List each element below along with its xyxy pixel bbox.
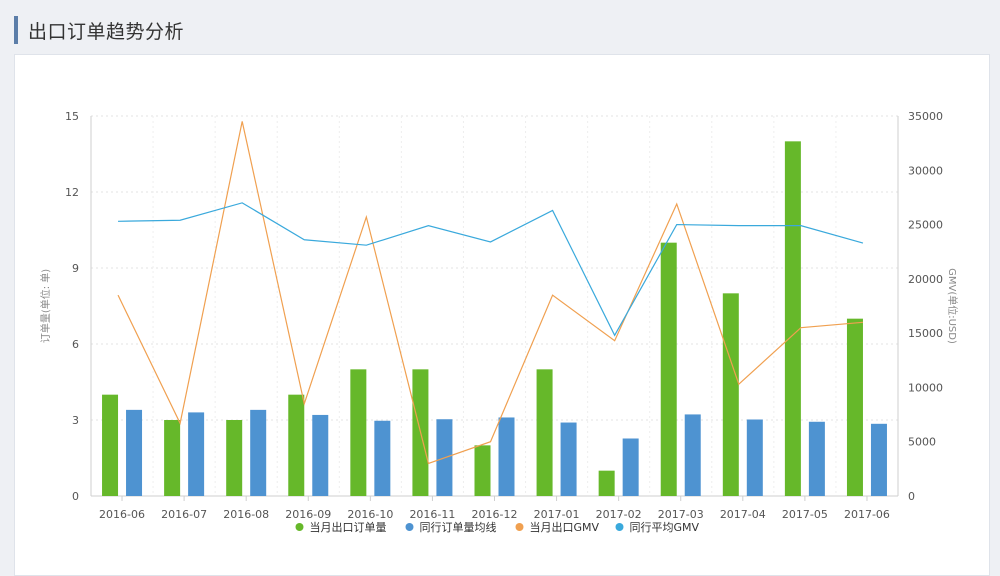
y-tick-right-7: 35000: [908, 110, 943, 123]
y-tick-right-4: 20000: [908, 273, 943, 286]
y-axis-right-title: GMV(单位:USD): [946, 268, 959, 344]
page-title: 出口订单趋势分析: [28, 20, 185, 43]
bar-series1-2: [250, 409, 267, 496]
bar-series1-0: [126, 409, 143, 496]
bar-series1-1: [188, 412, 205, 496]
y-tick-left-1: 3: [72, 414, 79, 427]
line-series0: [117, 121, 864, 465]
y-tick-right-1: 5000: [908, 436, 936, 449]
bar-series0-3: [288, 394, 305, 496]
chart-svg: 0 3 6 9 12 15 0 5000 10000 15000 20000 25000 30000 35…: [39, 110, 959, 534]
x-tick-label-3: 2016-09: [285, 508, 331, 521]
x-tick-label-5: 2016-11: [409, 508, 455, 521]
x-tick-label-4: 2016-10: [347, 508, 393, 521]
y-tick-left-2: 6: [72, 338, 79, 351]
x-tick-label-10: 2017-04: [720, 508, 766, 521]
x-tick-label-9: 2017-03: [658, 508, 704, 521]
y-tick-left-4: 12: [65, 186, 79, 199]
x-tick-label-2: 2016-08: [223, 508, 269, 521]
bar-series0-11: [784, 141, 801, 496]
y-tick-right-2: 10000: [908, 381, 943, 394]
bar-series0-9: [660, 242, 677, 496]
x-tick-label-0: 2016-06: [99, 508, 145, 521]
y-axis-left-title: 订单量(单位: 单): [39, 269, 52, 343]
page-header: 出口订单趋势分析: [14, 16, 184, 44]
bar-series1-7: [560, 422, 577, 496]
bar-series0-12: [846, 318, 863, 496]
legend-marker-3: [615, 523, 624, 531]
bar-series1-12: [870, 423, 887, 496]
bar-series0-4: [350, 369, 367, 496]
x-tick-label-7: 2017-01: [534, 508, 580, 521]
bar-series0-1: [164, 420, 181, 496]
legend-label-1: 同行订单量均线: [420, 520, 497, 534]
bar-series1-3: [312, 414, 329, 496]
bar-series1-11: [808, 421, 825, 496]
y-tick-right-6: 30000: [908, 164, 943, 177]
bar-series0-0: [102, 394, 119, 496]
y-tick-right-3: 15000: [908, 327, 943, 340]
y-tick-left-3: 9: [72, 262, 79, 275]
legend-marker-1: [405, 523, 414, 531]
x-tick-label-11: 2017-05: [782, 508, 828, 521]
chart-panel: 0 3 6 9 12 15 0 5000 10000 15000 20000 25000 30000 35…: [14, 54, 990, 576]
bar-series1-10: [746, 419, 763, 496]
legend-label-2: 当月出口GMV: [530, 520, 600, 534]
x-tick-label-12: 2017-06: [844, 508, 890, 521]
bar-series1-9: [684, 414, 701, 496]
x-tick-label-6: 2016-12: [472, 508, 518, 521]
bar-series0-7: [536, 369, 553, 496]
bar-series0-10: [722, 293, 739, 496]
bar-series1-6: [498, 417, 515, 496]
legend-marker-0: [295, 523, 304, 531]
y-tick-right-5: 25000: [908, 219, 943, 232]
y-tick-right-0: 0: [908, 490, 915, 503]
title-accent-bar: [14, 16, 18, 44]
line-series1: [118, 202, 864, 337]
y-tick-left-0: 0: [72, 490, 79, 503]
legend-label-0: 当月出口订单量: [310, 520, 387, 534]
bar-series1-4: [374, 420, 391, 496]
legend-label-3: 同行平均GMV: [630, 521, 700, 534]
legend-marker-2: [515, 523, 524, 531]
x-tick-label-8: 2017-02: [596, 508, 642, 521]
bar-series0-6: [474, 445, 491, 496]
bar-series1-8: [622, 438, 639, 496]
bar-series0-2: [226, 420, 243, 496]
y-tick-left-5: 15: [65, 110, 79, 123]
x-tick-label-1: 2016-07: [161, 508, 207, 521]
bar-series0-8: [598, 470, 615, 496]
